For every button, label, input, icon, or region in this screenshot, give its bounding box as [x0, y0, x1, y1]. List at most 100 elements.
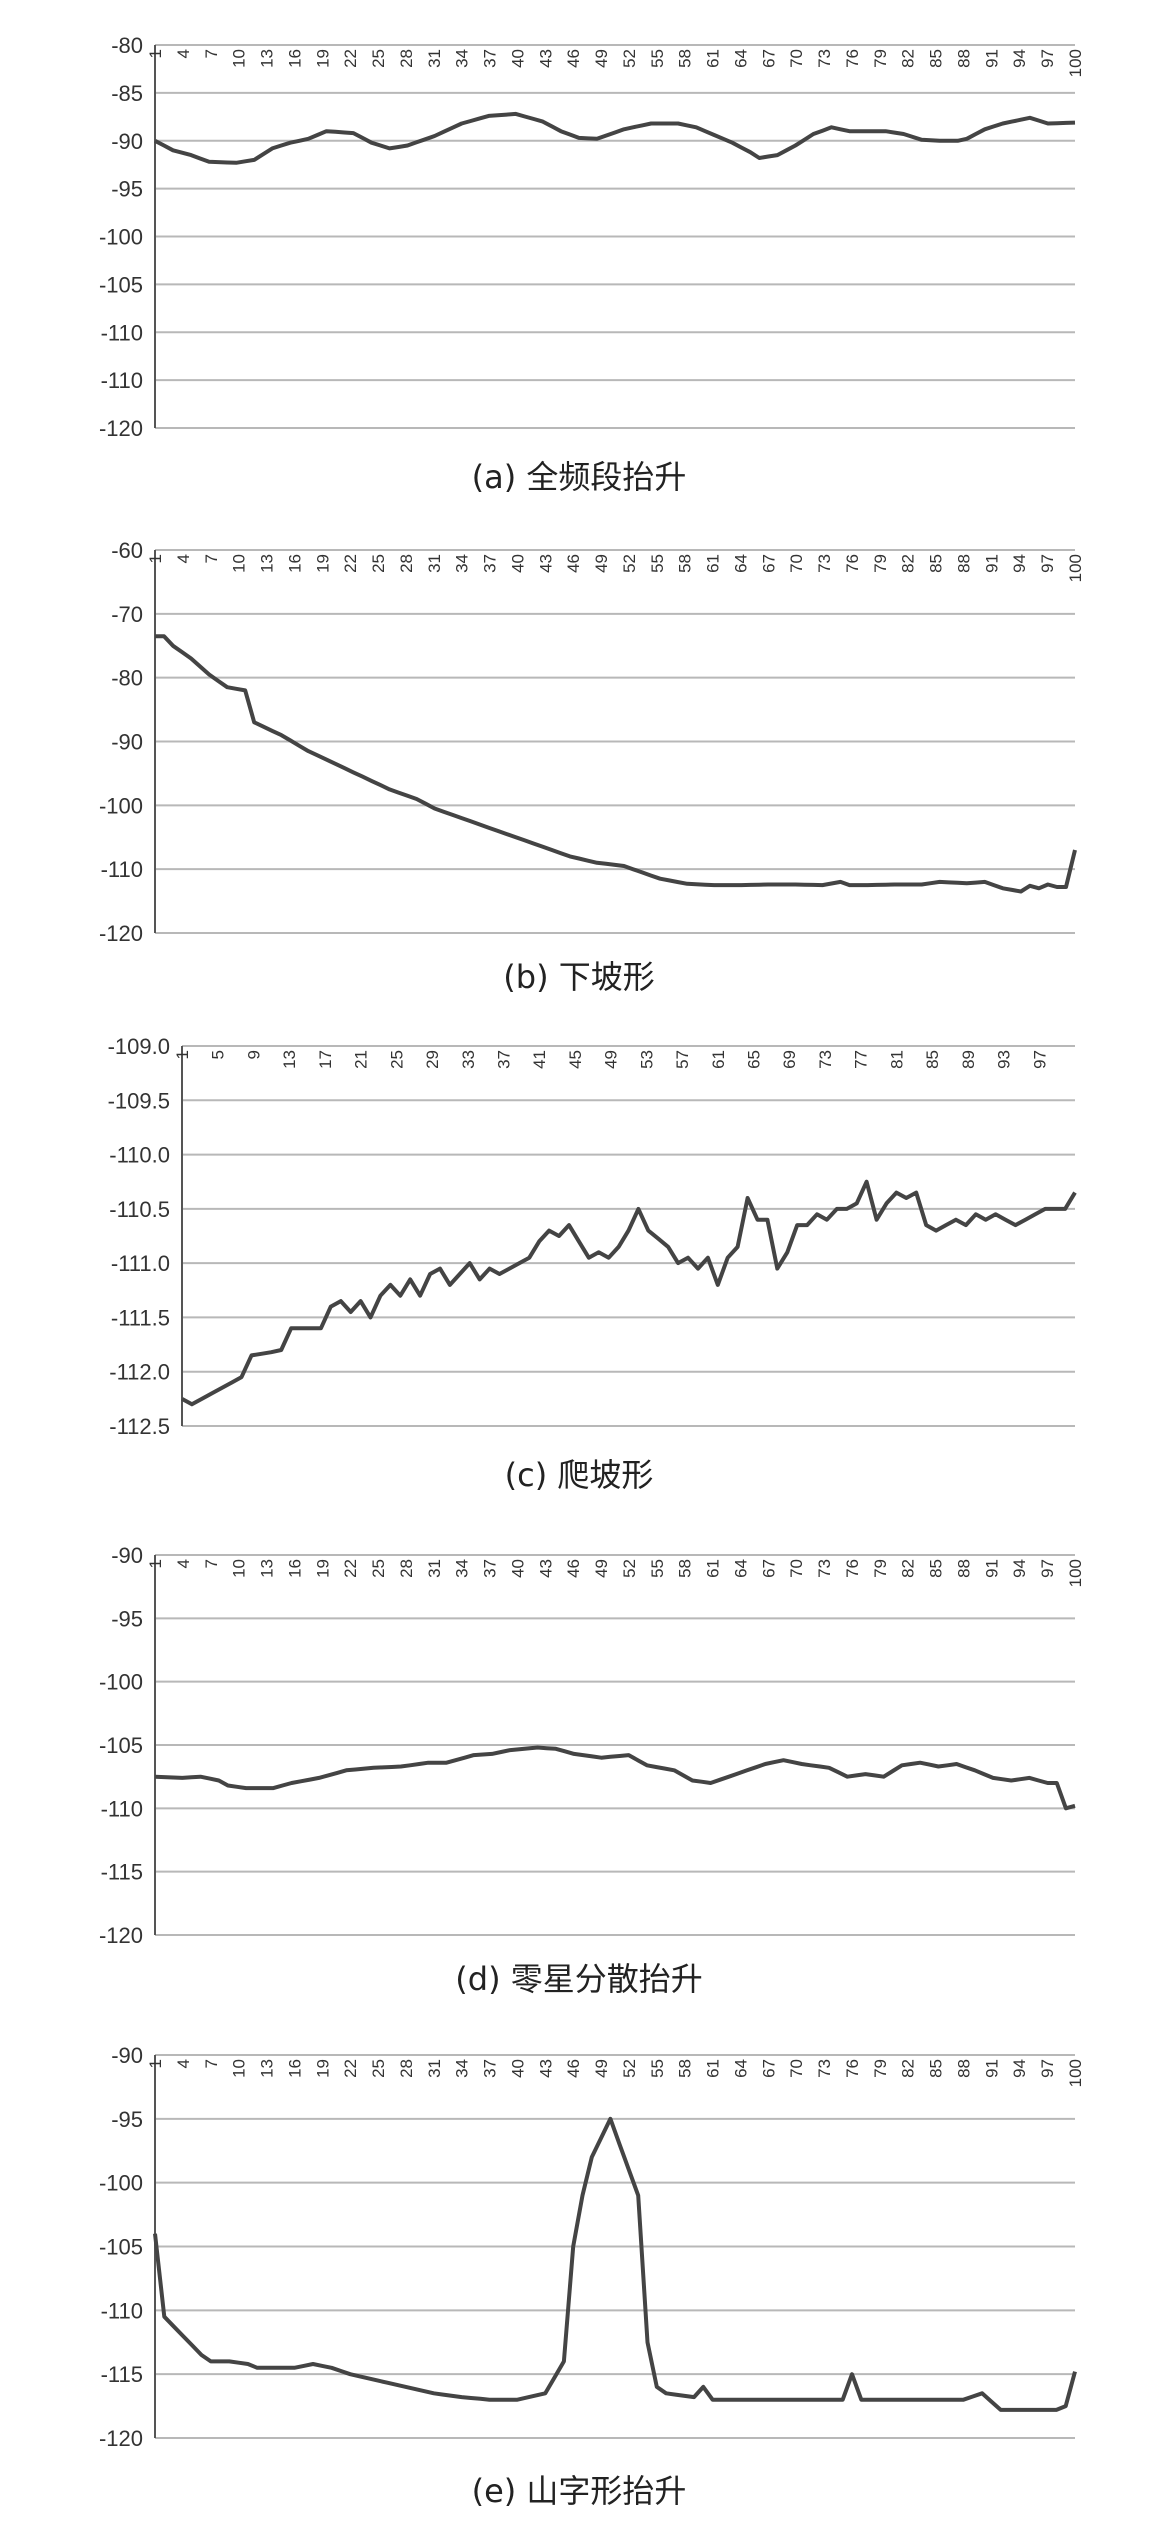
x-tick-label: 9: [244, 1050, 263, 1059]
x-tick-label: 4: [174, 2059, 193, 2068]
x-tick-label: 4: [174, 554, 193, 563]
x-tick-label: 7: [202, 1559, 221, 1568]
x-tick-label: 19: [313, 2059, 332, 2078]
x-tick-label: 79: [871, 49, 890, 68]
y-tick-label: -112.5: [109, 1414, 170, 1439]
y-tick-label: -95: [111, 2107, 143, 2132]
x-tick-label: 85: [923, 1050, 942, 1069]
x-tick-label: 97: [1038, 2059, 1057, 2078]
x-tick-label: 17: [316, 1050, 335, 1069]
y-tick-label: -90: [111, 129, 143, 154]
x-tick-label: 43: [536, 49, 555, 68]
x-tick-label: 16: [285, 2059, 304, 2078]
series-line: [153, 2116, 1077, 2412]
x-tick-label: 97: [1038, 554, 1057, 573]
x-tick-label: 82: [899, 554, 918, 573]
x-tick-label: 97: [1030, 1050, 1049, 1069]
x-tick-label: 88: [954, 2059, 973, 2078]
x-tick-label: 100: [1066, 1559, 1085, 1587]
x-tick-label: 10: [230, 1559, 249, 1578]
x-tick-label: 10: [230, 49, 249, 68]
x-tick-label: 67: [759, 554, 778, 573]
y-tick-label: -80: [111, 33, 143, 58]
x-tick-label: 88: [954, 554, 973, 573]
x-tick-label: 57: [673, 1050, 692, 1069]
chart-panel-a: -80 -85 -90 -95 -100 -105 -110 -110 -120 1 4 7 10 13 1…: [0, 0, 1158, 520]
x-tick-label: 31: [425, 2059, 444, 2078]
x-tick-label: 94: [1010, 554, 1029, 573]
y-tick-label: -120: [99, 2426, 143, 2451]
x-tick-label: 31: [425, 1559, 444, 1578]
x-tick-label: 7: [202, 2059, 221, 2068]
x-tick-label: 70: [787, 49, 806, 68]
x-tick-label: 61: [704, 49, 723, 68]
x-tick-label: 94: [1010, 2059, 1029, 2078]
x-tick-label: 10: [230, 554, 249, 573]
x-tick-label: 7: [202, 554, 221, 563]
x-tick-label: 91: [982, 2059, 1001, 2078]
x-tick-label: 49: [592, 49, 611, 68]
x-tick-label: 76: [843, 2059, 862, 2078]
y-tick-label: -100: [99, 1670, 143, 1695]
x-tick-label: 52: [620, 49, 639, 68]
y-tick-label: -90: [111, 2043, 143, 2068]
x-tick-label: 13: [258, 49, 277, 68]
x-tick-label: 41: [530, 1050, 549, 1069]
y-tick-label: -110: [101, 1796, 143, 1821]
x-tick-label: 25: [387, 1050, 406, 1069]
x-tick-label: 49: [592, 2059, 611, 2078]
x-tick-label: 46: [564, 1559, 583, 1578]
x-tick-label: 25: [369, 49, 388, 68]
y-tick-label: -110: [101, 857, 143, 882]
x-tick-label: 64: [731, 49, 750, 68]
x-tick-label: 1: [146, 1559, 165, 1568]
y-tick-label: -100: [99, 225, 143, 250]
x-tick-label: 70: [787, 2059, 806, 2078]
x-tick-label: 85: [927, 2059, 946, 2078]
x-tick-label: 4: [174, 1559, 193, 1568]
y-tick-label: -111.5: [111, 1305, 170, 1330]
chart-caption: (e) 山字形抬升: [472, 2472, 687, 2510]
x-tick-label: 85: [927, 49, 946, 68]
x-tick-label: 93: [995, 1050, 1014, 1069]
x-tick-label: 79: [871, 2059, 890, 2078]
x-tick-label: 34: [453, 554, 472, 573]
x-tick-label: 100: [1066, 2059, 1085, 2087]
x-tick-label: 58: [676, 554, 695, 573]
x-tick-label: 37: [481, 554, 500, 573]
x-tick-label: 81: [887, 1050, 906, 1069]
x-tick-label: 52: [620, 2059, 639, 2078]
x-tick-label: 67: [759, 2059, 778, 2078]
x-tick-label: 28: [397, 1559, 416, 1578]
x-tick-label: 100: [1066, 554, 1085, 582]
x-tick-label: 22: [341, 1559, 360, 1578]
x-tick-label: 67: [759, 1559, 778, 1578]
x-tick-label: 70: [787, 554, 806, 573]
x-tick-label: 61: [704, 554, 723, 573]
x-tick-label: 5: [209, 1050, 228, 1059]
x-tick-label: 43: [536, 2059, 555, 2078]
x-tick-label: 52: [620, 1559, 639, 1578]
x-tick-label: 22: [341, 2059, 360, 2078]
x-tick-label: 13: [280, 1050, 299, 1069]
x-tick-label: 1: [173, 1050, 192, 1059]
x-tick-label: 64: [731, 554, 750, 573]
x-tick-label: 91: [982, 49, 1001, 68]
x-tick-label: 73: [815, 2059, 834, 2078]
line-chart-a: -80 -85 -90 -95 -100 -105 -110 -110 -120 1 4 7 10 13 1…: [99, 33, 1085, 496]
x-tick-label: 85: [927, 554, 946, 573]
x-tick-label: 1: [146, 554, 165, 563]
y-tick-label: -90: [111, 730, 143, 755]
x-tick-label: 16: [285, 554, 304, 573]
y-tick-label: -120: [99, 921, 143, 946]
x-tick-label: 58: [676, 2059, 695, 2078]
x-tick-label: 67: [759, 49, 778, 68]
y-tick-label: -105: [99, 272, 143, 297]
x-tick-label: 19: [313, 49, 332, 68]
x-tick-label: 53: [637, 1050, 656, 1069]
x-tick-label: 55: [648, 1559, 667, 1578]
x-tick-label: 7: [202, 49, 221, 58]
x-tick-label: 43: [536, 1559, 555, 1578]
x-tick-label: 97: [1038, 1559, 1057, 1578]
x-tick-label: 100: [1066, 49, 1085, 77]
